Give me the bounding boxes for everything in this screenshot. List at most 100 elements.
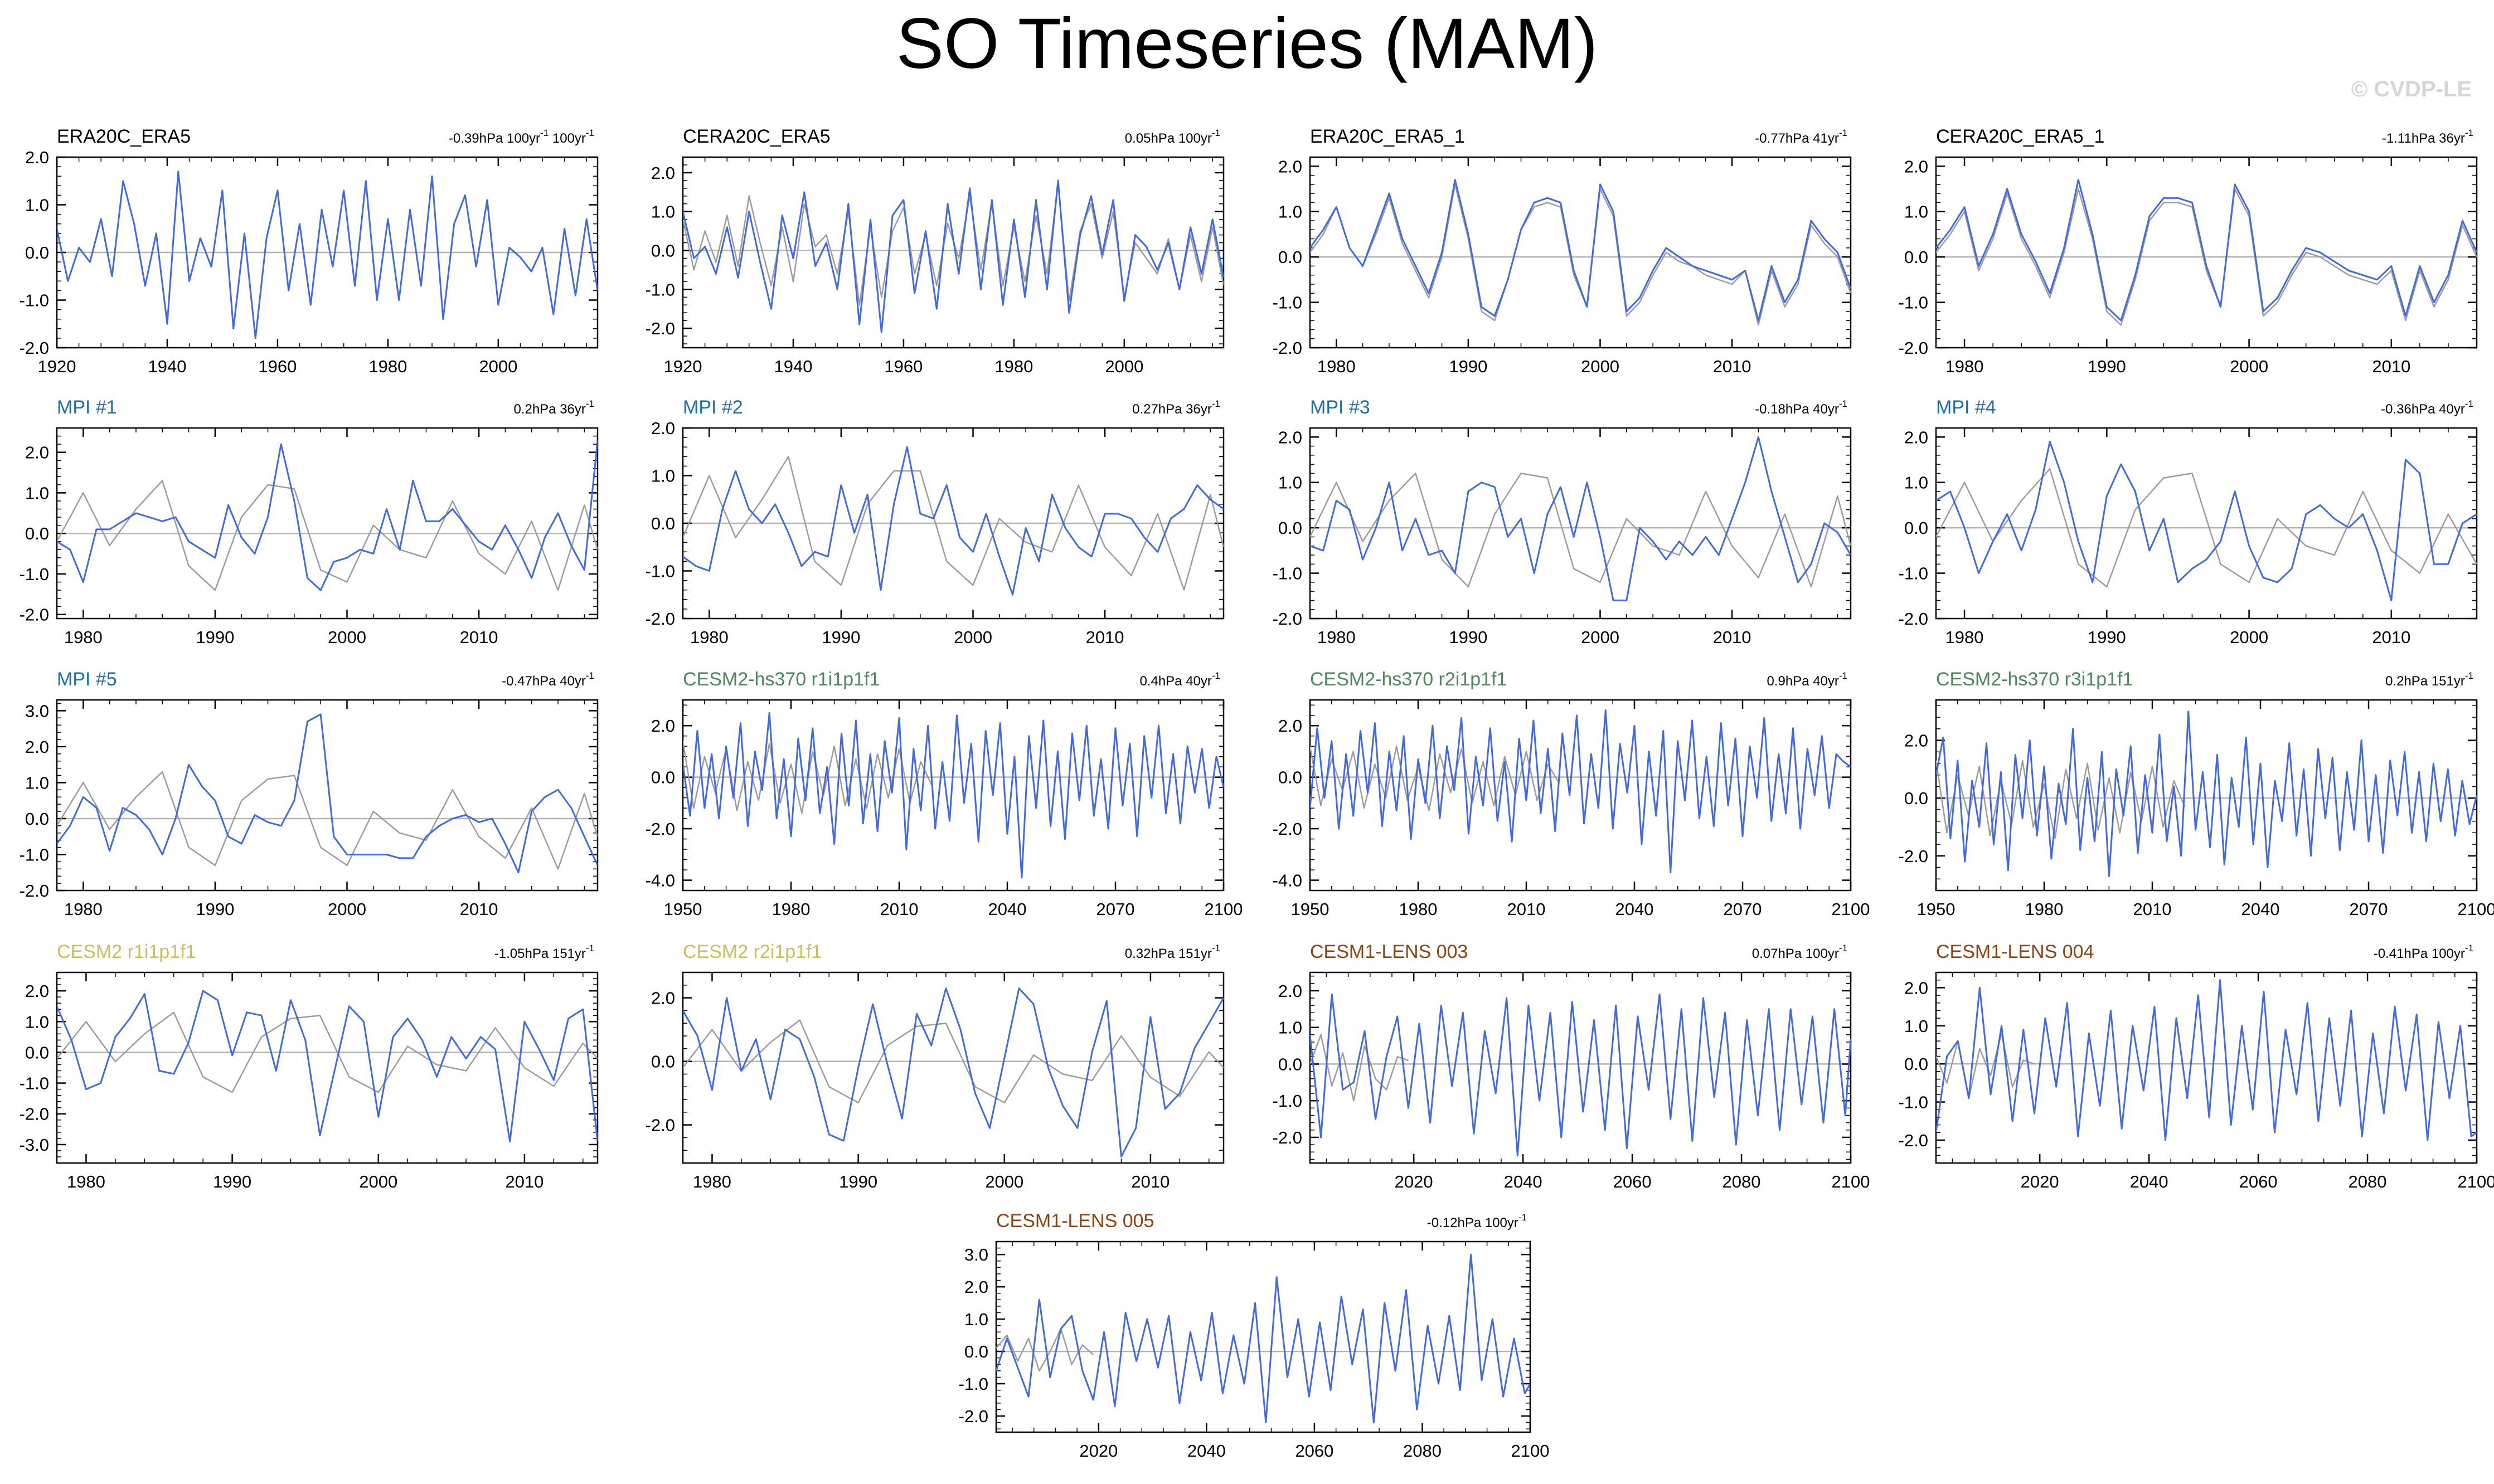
panel-title: MPI #4: [1936, 397, 1996, 418]
y-tick-label: -2.0: [959, 1407, 988, 1426]
plot-frame: [56, 971, 599, 1164]
y-tick-label: -2.0: [646, 609, 675, 629]
y-tick-label: 0.0: [964, 1342, 988, 1361]
model-series-line: [1310, 436, 1851, 601]
y-tick-label: -1.0: [1899, 1093, 1928, 1112]
panel-9: -2.0 -1.0 0.0 1.0 2.0 3.0 1980 1990 2000 2010 MPI …: [20, 669, 599, 919]
plot-frame: [1935, 156, 2478, 349]
y-tick-label: -2.0: [646, 819, 675, 839]
x-tick-label: 1990: [2088, 627, 2126, 647]
x-tick-label: 2000: [328, 899, 366, 919]
trend-label: -0.77hPa 41yr-1: [1755, 128, 1847, 146]
y-tick-label: 0.0: [651, 514, 675, 533]
y-tick-label: -2.0: [1899, 338, 1928, 358]
x-tick-label: 2100: [2458, 1172, 2494, 1191]
plot-frame: [682, 971, 1225, 1164]
x-tick-label: 1920: [38, 357, 76, 376]
y-tick-label: 2.0: [1278, 157, 1302, 176]
y-tick-label: -1.0: [1899, 564, 1928, 583]
trend-label: 0.07hPa 100yr-1: [1752, 943, 1847, 961]
y-tick-label: 0.0: [651, 241, 675, 261]
plot-frame: [682, 699, 1225, 892]
x-tick-label: 2060: [1613, 1172, 1652, 1191]
x-tick-label: 2080: [1403, 1441, 1442, 1461]
model-series-line: [57, 990, 598, 1142]
x-tick-label: 1980: [1945, 627, 1984, 647]
x-tick-label: 1980: [2025, 899, 2064, 919]
x-tick-label: 1960: [258, 357, 297, 376]
x-tick-label: 2000: [1105, 357, 1143, 376]
x-tick-label: 1990: [839, 1172, 877, 1191]
panel-title: ERA20C_ERA5: [57, 126, 191, 147]
panel-7: -2.0 -1.0 0.0 1.0 2.0 1980 1990 2000 2010 MPI #3 -…: [1273, 397, 1852, 647]
plot-frame: [56, 427, 599, 620]
trend-label: -0.41hPa 100yr-1: [2374, 943, 2473, 961]
trend-label: 0.05hPa 100yr-1: [1125, 128, 1220, 146]
y-tick-label: -2.0: [1899, 1131, 1928, 1150]
x-tick-label: 2100: [1832, 899, 1870, 919]
x-tick-label: 2060: [1295, 1441, 1333, 1461]
trend-label: 0.2hPa 151yr-1: [2385, 670, 2473, 689]
panel-5: -2.0 -1.0 0.0 1.0 2.0 1980 1990 2000 2010 MPI #1 0…: [20, 397, 599, 647]
y-tick-label: 0.0: [1904, 247, 1928, 267]
y-tick-label: -1.0: [20, 291, 49, 310]
x-tick-label: 1980: [772, 899, 811, 919]
y-tick-label: 2.0: [964, 1277, 988, 1297]
x-tick-label: 2100: [2458, 899, 2494, 919]
y-tick-label: -2.0: [1899, 609, 1928, 629]
x-tick-label: 2010: [1086, 627, 1124, 647]
y-tick-label: 1.0: [25, 196, 49, 215]
trend-label: -0.12hPa 100yr-1: [1427, 1212, 1527, 1230]
x-tick-label: 2070: [1096, 899, 1135, 919]
panel-2: -2.0 -1.0 0.0 1.0 2.0 1920 1940 1960 1980 2000 CER…: [646, 126, 1225, 376]
y-tick-label: 2.0: [25, 981, 49, 1001]
plot-frame: [682, 156, 1225, 349]
plot-frame: [1309, 156, 1852, 349]
x-tick-label: 2010: [460, 899, 498, 919]
x-tick-label: 2100: [1511, 1441, 1550, 1461]
x-tick-label: 1980: [67, 1172, 105, 1191]
panel-3: -2.0 -1.0 0.0 1.0 2.0 1980 1990 2000 2010 ERA20C_…: [1273, 126, 1852, 376]
model-series-line: [1310, 994, 1851, 1157]
y-tick-label: 1.0: [1904, 202, 1928, 222]
trend-label: 0.32hPa 151yr-1: [1125, 943, 1220, 961]
panel-6: -2.0 -1.0 0.0 1.0 2.0 1980 1990 2000 2010 MPI #2 0…: [646, 397, 1225, 647]
y-tick-label: 3.0: [964, 1245, 988, 1264]
x-tick-label: 1990: [822, 627, 860, 647]
observed-series-line: [1936, 468, 2477, 588]
panel-17: -2.0 -1.0 0.0 1.0 2.0 3.0 2020 2040 2060 2080 2100…: [959, 1210, 1550, 1461]
y-tick-label: 0.0: [25, 524, 49, 543]
y-tick-label: -1.0: [20, 1074, 49, 1093]
x-tick-label: 1980: [368, 357, 407, 376]
observed-series-line: [1936, 760, 2186, 839]
trend-label: -0.18hPa 40yr-1: [1755, 398, 1847, 417]
plot-frame: [1309, 971, 1852, 1164]
observed-series-line: [1936, 188, 2477, 326]
x-tick-label: 1920: [664, 357, 702, 376]
x-tick-label: 2010: [460, 627, 498, 647]
x-tick-label: 2010: [1507, 899, 1546, 919]
y-tick-label: 2.0: [1904, 427, 1928, 447]
observed-series-line: [1310, 473, 1851, 588]
x-tick-label: 1940: [148, 357, 186, 376]
observed-series-line: [683, 183, 1224, 306]
panel-title: CESM1-LENS 003: [1310, 941, 1468, 962]
observed-series-line: [996, 1328, 1094, 1372]
panel-title: CESM1-LENS 004: [1936, 941, 2094, 962]
panel-10: -4.0 -2.0 0.0 2.0 1950 1980 2010 2040 2070 2100 CE…: [646, 669, 1243, 919]
y-tick-label: -1.0: [1273, 1091, 1302, 1111]
panel-title: MPI #5: [57, 669, 117, 690]
x-tick-label: 2010: [1131, 1172, 1170, 1191]
y-tick-label: 0.0: [25, 243, 49, 262]
y-tick-label: 0.0: [25, 1043, 49, 1062]
x-tick-label: 2010: [880, 899, 919, 919]
y-tick-label: -1.0: [20, 565, 49, 584]
y-tick-label: -1.0: [20, 845, 49, 864]
panel-14: -2.0 0.0 2.0 1980 1990 2000 2010 CESM2 r2i1p1f1…: [646, 941, 1225, 1191]
y-tick-label: 0.0: [1278, 247, 1302, 267]
y-tick-label: -1.0: [1273, 293, 1302, 313]
y-tick-label: 2.0: [25, 737, 49, 757]
x-tick-label: 1980: [64, 899, 103, 919]
x-tick-label: 2000: [2230, 357, 2268, 376]
y-tick-label: 0.0: [1904, 789, 1928, 808]
